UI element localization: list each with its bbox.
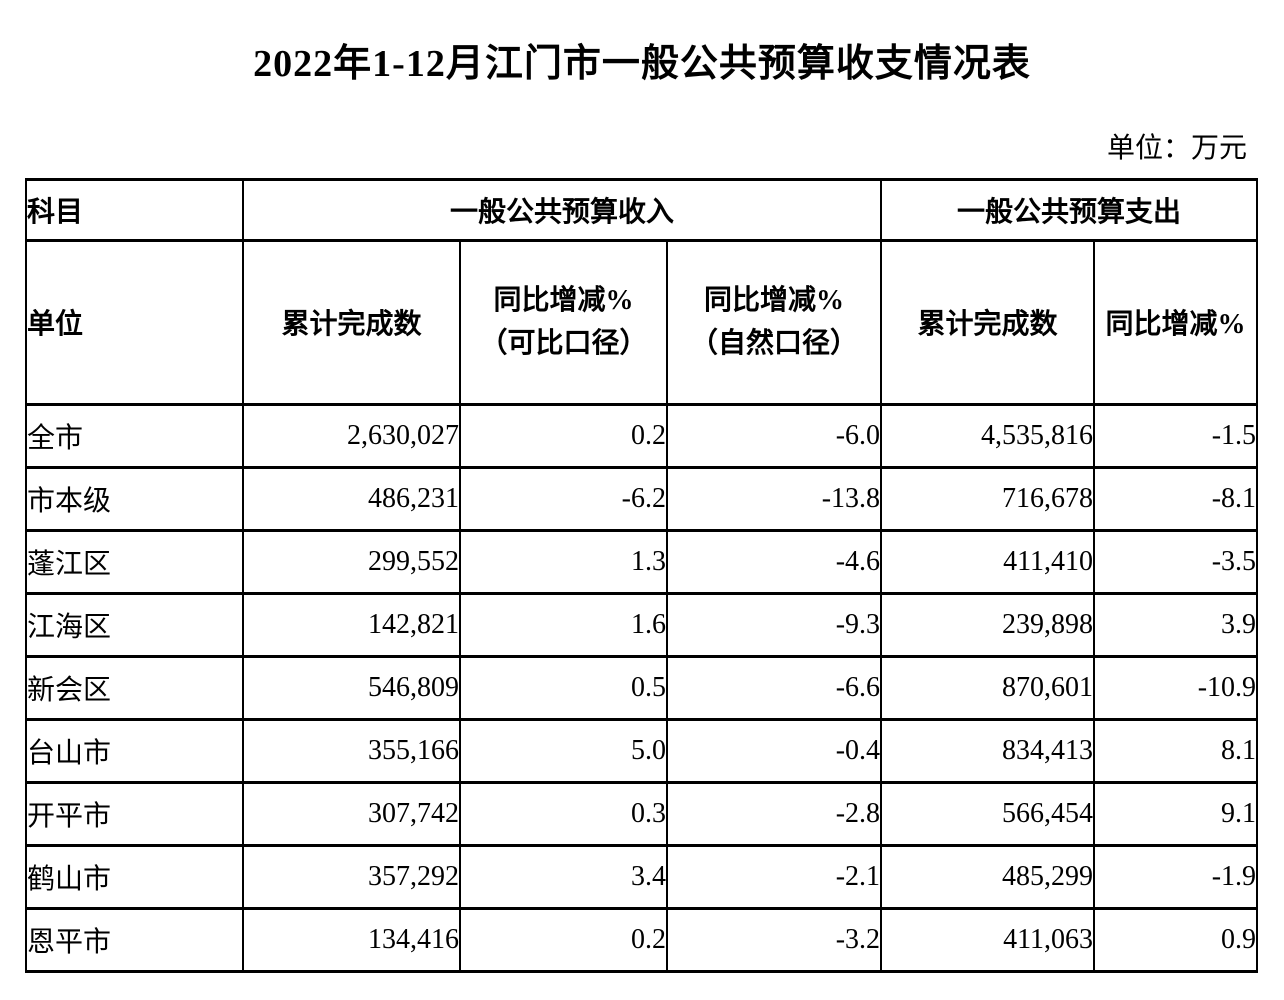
expenditure-yoy-cell: -10.9 <box>1093 654 1259 721</box>
expenditure-total-cell: 834,413 <box>880 717 1096 784</box>
expenditure-yoy-cell: 8.1 <box>1093 717 1259 784</box>
revenue-yoy-natural-cell: -9.3 <box>665 591 883 658</box>
revenue-yoy-natural-cell: -2.8 <box>665 780 883 847</box>
revenue-yoy-comparable-cell: 0.2 <box>459 906 668 973</box>
header-expenditure-yoy: 同比增减% <box>1093 238 1259 406</box>
expenditure-yoy-cell: -1.5 <box>1093 402 1259 469</box>
table-header-group-row: 科目 一般公共预算收入 一般公共预算支出 <box>25 177 1259 242</box>
unit-name-cell: 江海区 <box>25 591 244 658</box>
revenue-yoy-comparable-cell: 1.3 <box>459 528 668 595</box>
revenue-total-cell: 142,821 <box>242 591 461 658</box>
unit-name-cell: 鹤山市 <box>25 843 244 910</box>
table-row: 蓬江区 299,552 1.3 -4.6 411,410 -3.5 <box>25 528 1259 595</box>
expenditure-yoy-cell: 9.1 <box>1093 780 1259 847</box>
revenue-yoy-natural-cell: -6.6 <box>665 654 883 721</box>
table-row: 恩平市 134,416 0.2 -3.2 411,063 0.9 <box>25 906 1259 973</box>
expenditure-total-cell: 4,535,816 <box>880 402 1096 469</box>
expenditure-yoy-cell: -3.5 <box>1093 528 1259 595</box>
header-revenue-yoy-natural: 同比增减% （自然口径） <box>665 238 883 406</box>
expenditure-yoy-cell: -1.9 <box>1093 843 1259 910</box>
revenue-total-cell: 307,742 <box>242 780 461 847</box>
header-revenue-yoy-comparable: 同比增减% （可比口径） <box>459 238 668 406</box>
revenue-yoy-comparable-cell: 1.6 <box>459 591 668 658</box>
revenue-yoy-natural-cell: -3.2 <box>665 906 883 973</box>
expenditure-total-cell: 239,898 <box>880 591 1096 658</box>
table-row: 市本级 486,231 -6.2 -13.8 716,678 -8.1 <box>25 465 1259 532</box>
revenue-total-cell: 2,630,027 <box>242 402 461 469</box>
header-revenue-group: 一般公共预算收入 <box>241 177 883 242</box>
revenue-yoy-comparable-cell: -6.2 <box>459 465 668 532</box>
page-title: 2022年1-12月江门市一般公共预算收支情况表 <box>253 43 1031 85</box>
header-unit-label: 单位 <box>25 238 244 406</box>
unit-name-cell: 新会区 <box>25 654 244 721</box>
budget-report-page: 2022年1-12月江门市一般公共预算收支情况表 单位：万元 科目 一般公共预算… <box>25 43 1259 973</box>
table-row: 全市 2,630,027 0.2 -6.0 4,535,816 -1.5 <box>25 402 1259 469</box>
expenditure-yoy-cell: -8.1 <box>1093 465 1259 532</box>
unit-name-cell: 台山市 <box>25 717 244 784</box>
expenditure-total-cell: 566,454 <box>880 780 1096 847</box>
table-row: 新会区 546,809 0.5 -6.6 870,601 -10.9 <box>25 654 1259 721</box>
revenue-total-cell: 546,809 <box>242 654 461 721</box>
expenditure-total-cell: 411,063 <box>880 906 1096 973</box>
revenue-total-cell: 355,166 <box>242 717 461 784</box>
header-expenditure-group: 一般公共预算支出 <box>880 177 1259 242</box>
expenditure-total-cell: 485,299 <box>880 843 1096 910</box>
revenue-yoy-natural-cell: -13.8 <box>665 465 883 532</box>
expenditure-total-cell: 411,410 <box>880 528 1096 595</box>
table-header-columns-row: 单位 累计完成数 同比增减% （可比口径） 同比增减% （自然口径） 累计完成数… <box>25 238 1259 406</box>
unit-name-cell: 蓬江区 <box>25 528 244 595</box>
revenue-yoy-comparable-cell: 5.0 <box>459 717 668 784</box>
table-row: 鹤山市 357,292 3.4 -2.1 485,299 -1.9 <box>25 843 1259 910</box>
revenue-yoy-comparable-cell: 0.2 <box>459 402 668 469</box>
table-row: 开平市 307,742 0.3 -2.8 566,454 9.1 <box>25 780 1259 847</box>
expenditure-total-cell: 870,601 <box>880 654 1096 721</box>
revenue-total-cell: 357,292 <box>242 843 461 910</box>
unit-note: 单位：万元 <box>1106 132 1247 164</box>
unit-name-cell: 全市 <box>25 402 244 469</box>
table-row: 台山市 355,166 5.0 -0.4 834,413 8.1 <box>25 717 1259 784</box>
unit-name-cell: 市本级 <box>25 465 244 532</box>
expenditure-total-cell: 716,678 <box>880 465 1096 532</box>
revenue-yoy-natural-cell: -0.4 <box>665 717 883 784</box>
unit-name-cell: 恩平市 <box>25 906 244 973</box>
revenue-yoy-comparable-cell: 3.4 <box>459 843 668 910</box>
table-row: 江海区 142,821 1.6 -9.3 239,898 3.9 <box>25 591 1259 658</box>
header-revenue-total: 累计完成数 <box>242 238 461 406</box>
revenue-total-cell: 486,231 <box>242 465 461 532</box>
header-expenditure-total: 累计完成数 <box>880 238 1096 406</box>
unit-name-cell: 开平市 <box>25 780 244 847</box>
revenue-yoy-comparable-cell: 0.5 <box>459 654 668 721</box>
revenue-yoy-natural-cell: -2.1 <box>665 843 883 910</box>
budget-table: 科目 一般公共预算收入 一般公共预算支出 单位 累计完成数 同比增减% （可比口… <box>25 177 1259 973</box>
revenue-yoy-comparable-cell: 0.3 <box>459 780 668 847</box>
expenditure-yoy-cell: 0.9 <box>1093 906 1259 973</box>
header-subject-label: 科目 <box>25 177 244 242</box>
revenue-yoy-natural-cell: -4.6 <box>665 528 883 595</box>
revenue-yoy-natural-cell: -6.0 <box>665 402 883 469</box>
revenue-total-cell: 299,552 <box>242 528 461 595</box>
revenue-total-cell: 134,416 <box>242 906 461 973</box>
expenditure-yoy-cell: 3.9 <box>1093 591 1259 658</box>
